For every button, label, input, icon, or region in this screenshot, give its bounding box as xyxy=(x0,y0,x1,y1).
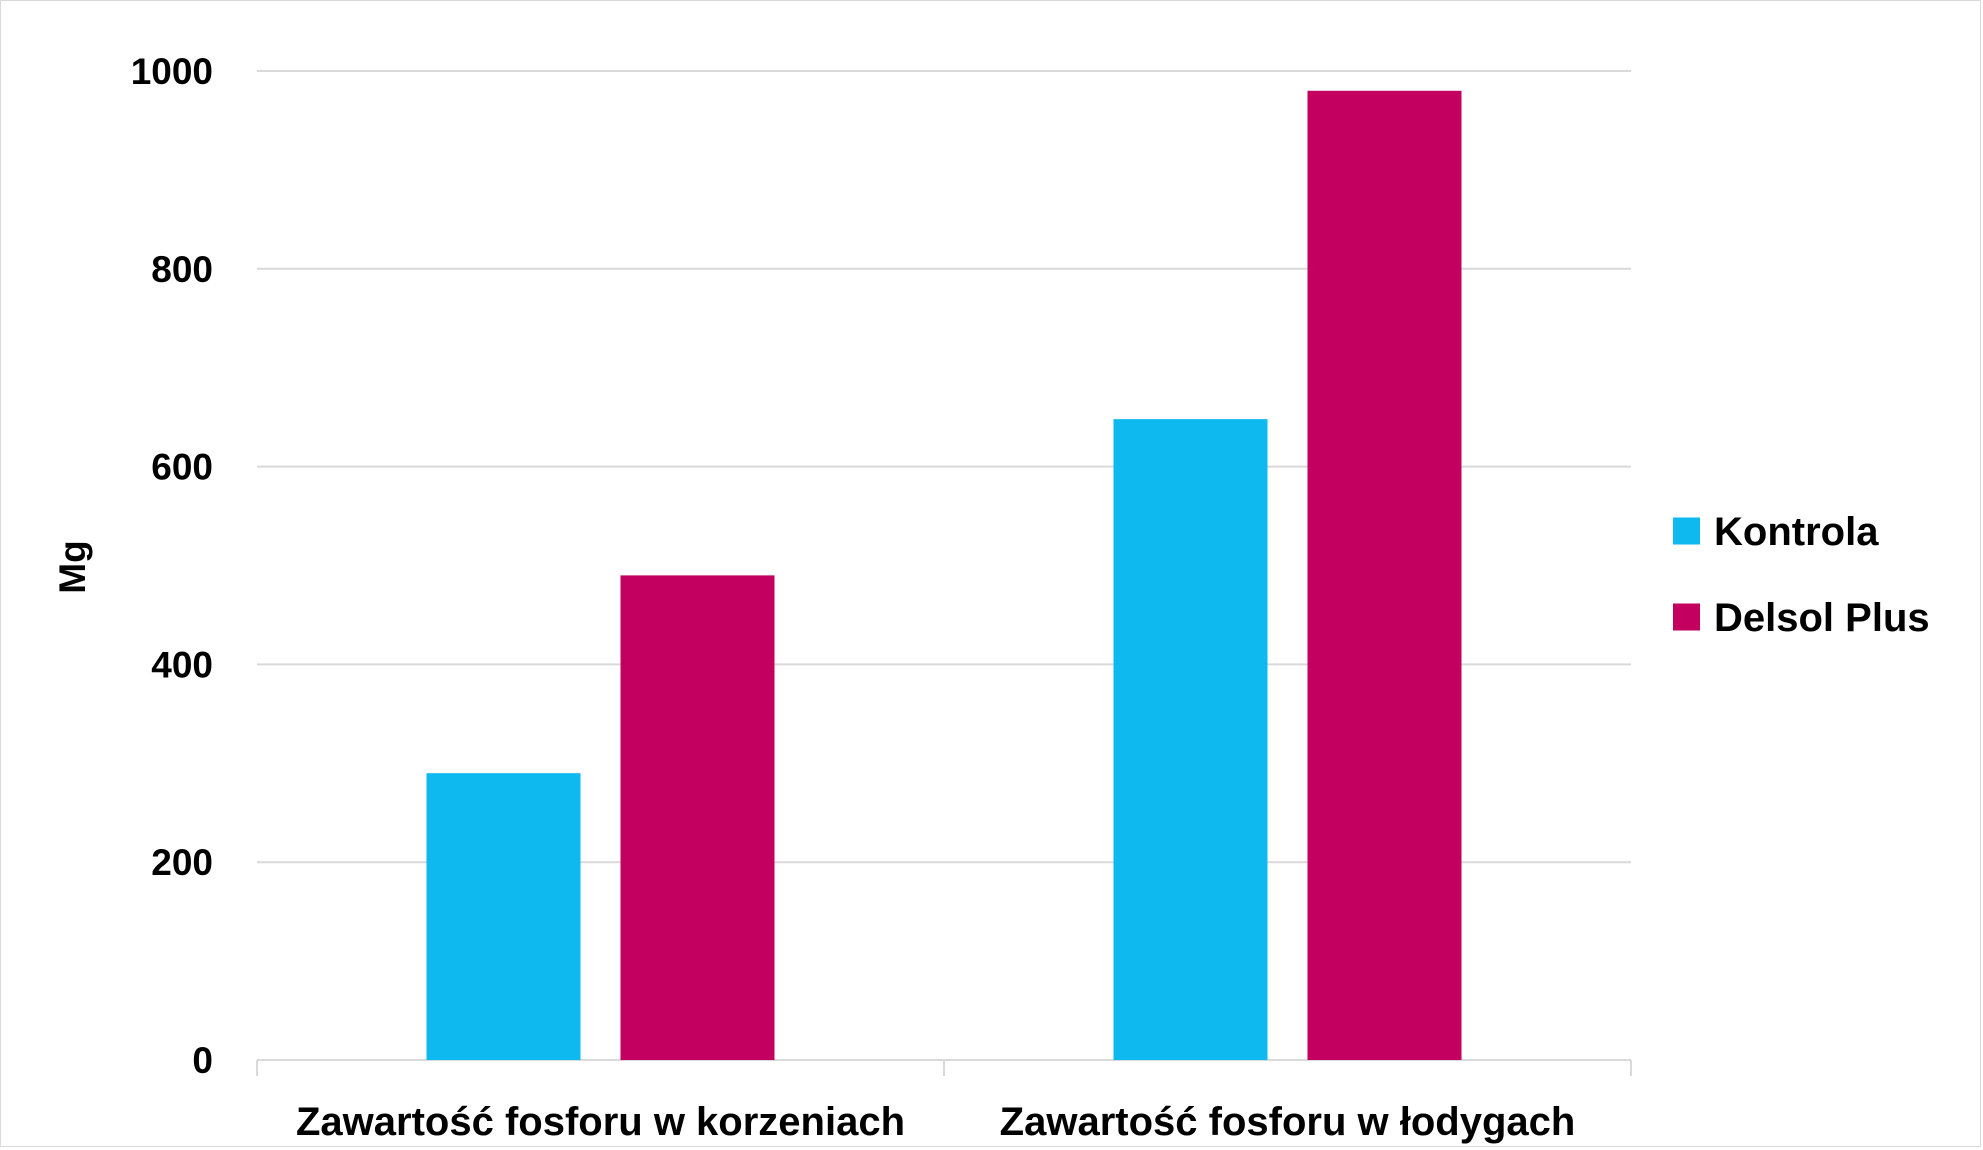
legend-swatch xyxy=(1673,517,1700,545)
x-category-label: Zawartość fosforu w łodygach xyxy=(1000,1100,1576,1144)
bar xyxy=(426,773,581,1060)
x-axis xyxy=(256,1059,1632,1076)
bar xyxy=(620,575,775,1060)
x-category-label: Zawartość fosforu w korzeniach xyxy=(296,1100,905,1144)
y-axis-title: Mg xyxy=(52,540,93,593)
x-axis-categories: Zawartość fosforu w korzeniach Zawartość … xyxy=(296,1100,1575,1144)
legend-swatch xyxy=(1673,603,1700,631)
bar xyxy=(1113,419,1268,1060)
legend: Kontrola Delsol Plus xyxy=(1673,510,1930,640)
bar xyxy=(1307,90,1462,1060)
legend-label: Kontrola xyxy=(1714,510,1879,554)
legend-label: Delsol Plus xyxy=(1714,596,1930,640)
y-axis-ticks: 0 200 400 600 800 1000 xyxy=(131,51,213,1081)
bars xyxy=(426,90,1462,1060)
y-tick-label: 800 xyxy=(151,249,213,290)
y-tick-label: 400 xyxy=(151,644,213,685)
y-tick-label: 600 xyxy=(151,447,213,488)
y-tick-label: 1000 xyxy=(131,51,213,92)
y-tick-label: 200 xyxy=(151,842,213,883)
y-tick-label: 0 xyxy=(192,1040,213,1081)
